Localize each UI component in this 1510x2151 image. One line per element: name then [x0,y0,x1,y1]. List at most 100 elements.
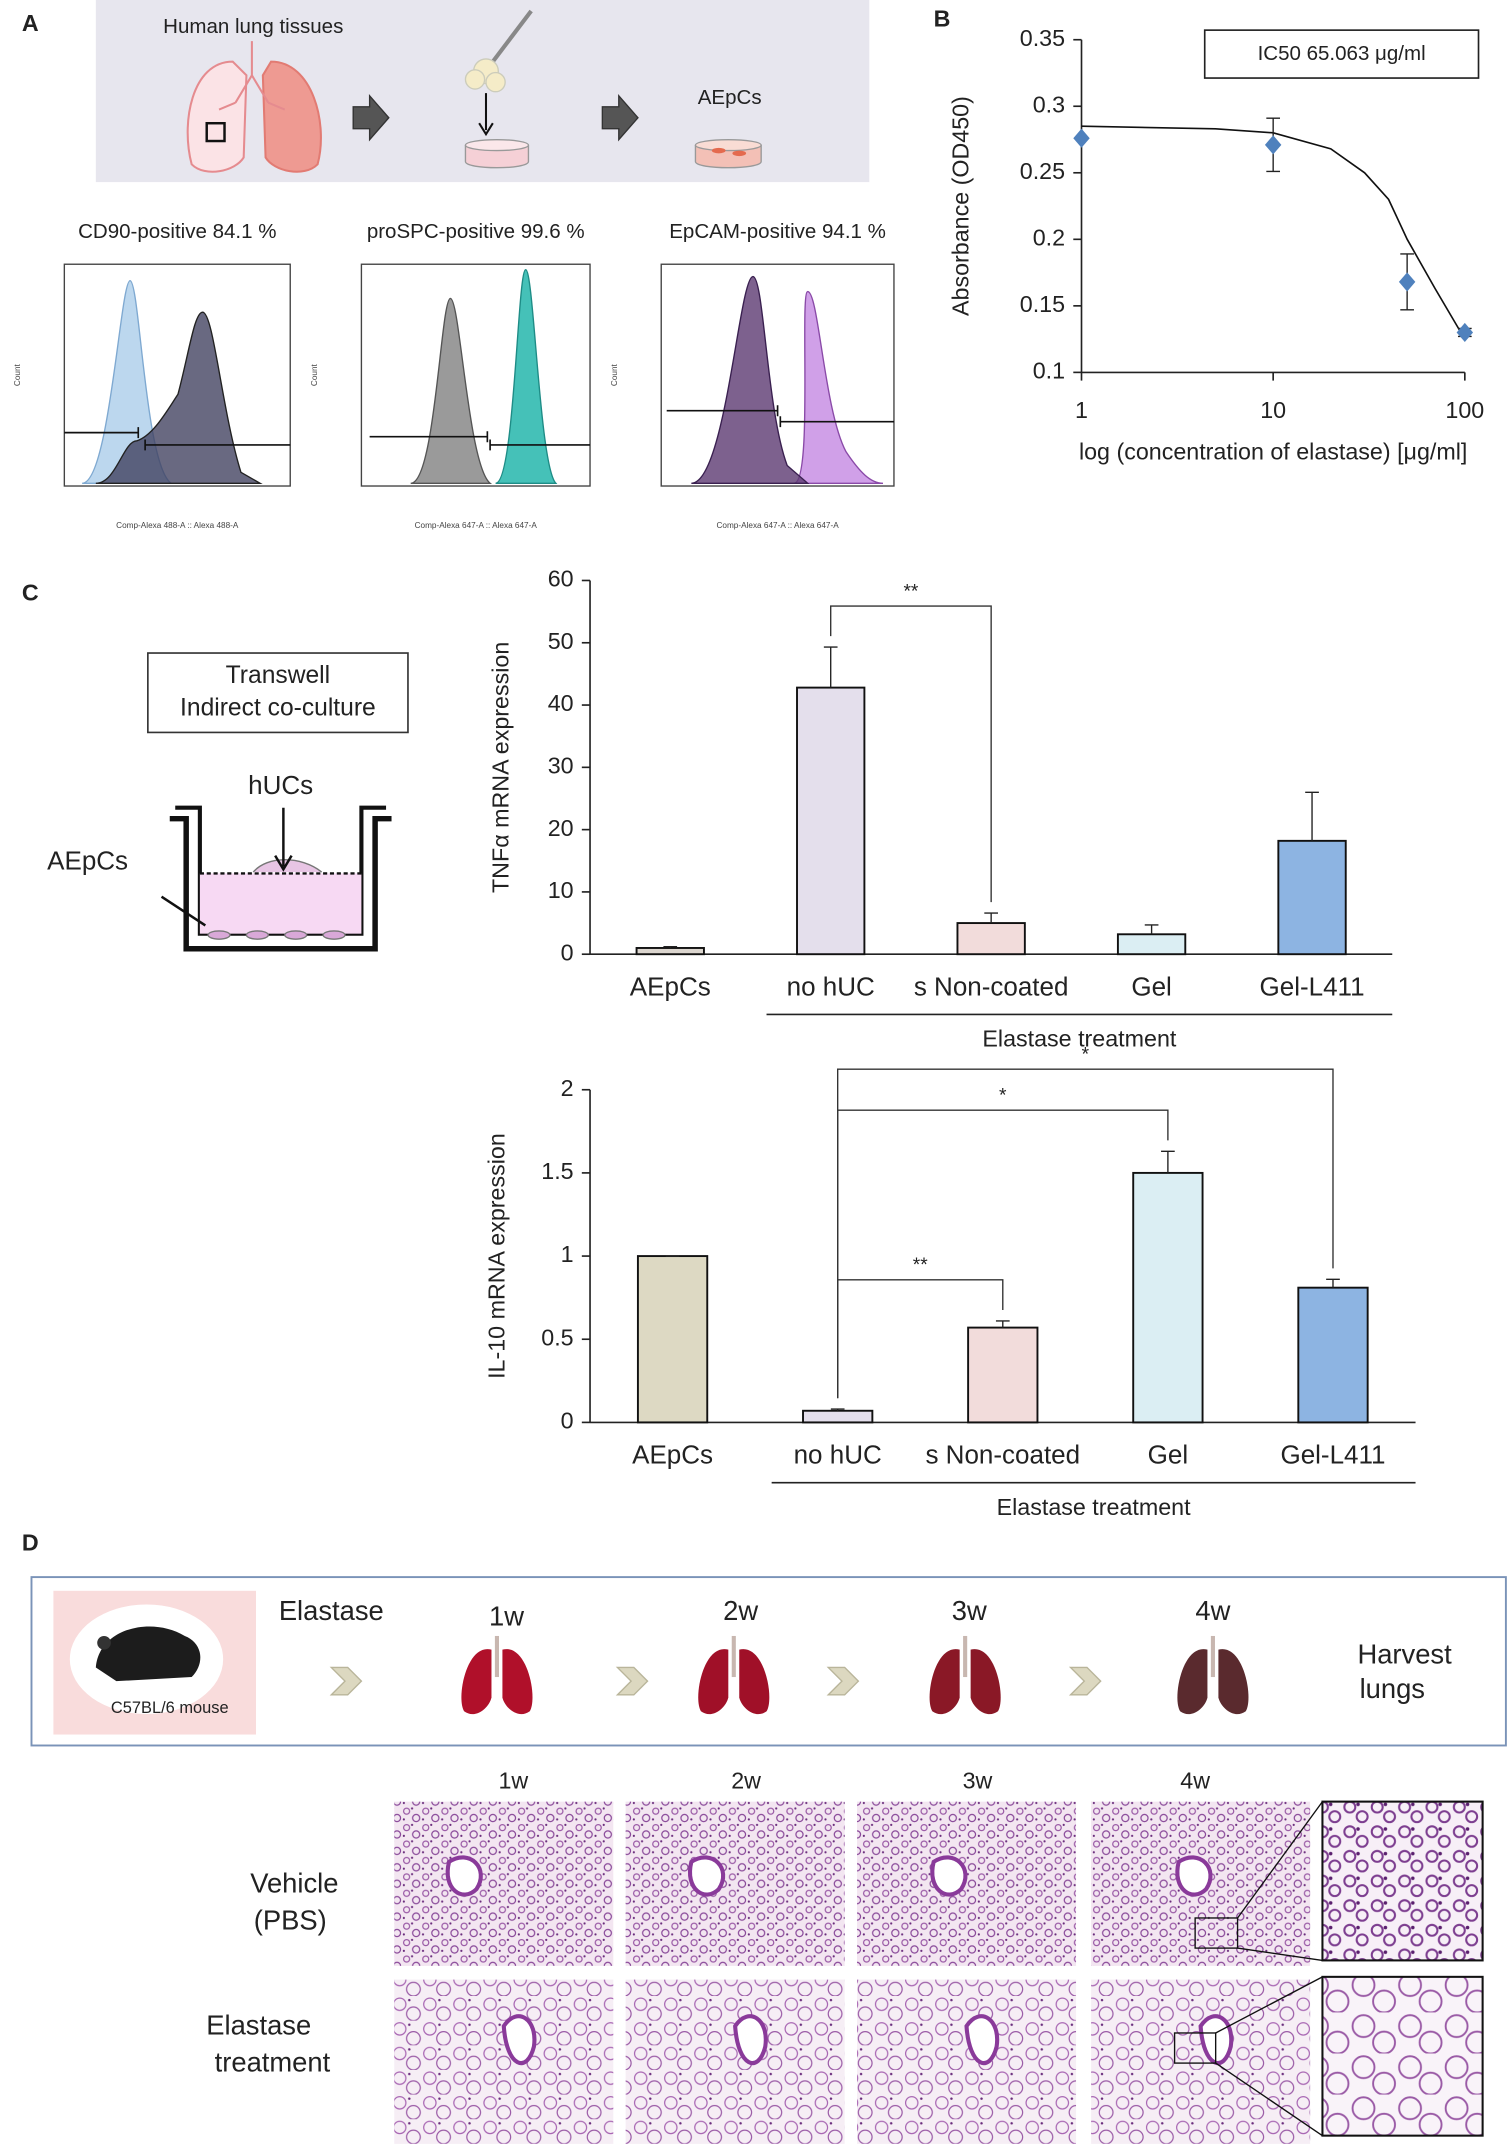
isolation-schematic-part [261,60,322,173]
isolation-schematic-part [205,121,226,143]
row-label: Elastase [206,2010,311,2041]
flow-histogram-part [95,311,263,484]
histology-image [394,1979,614,2144]
histology-image [1091,1979,1311,2144]
group-label: Elastase treatment [997,1494,1192,1520]
y-tick-label: 1 [561,1241,574,1267]
y-tick-label: 0.2 [1033,224,1065,250]
y-tick-label: 0.5 [541,1324,573,1350]
flow-histogram-part [666,405,894,428]
y-tick-label: 0 [561,939,574,965]
error-bar [823,646,838,688]
transwell-schematic-part [199,873,362,934]
lung-icon [970,1649,1001,1715]
row-label: Vehicle [250,1867,338,1898]
isolation-schematic-part [352,94,390,142]
isolation-schematic-part [464,138,530,152]
histology-image [856,1801,1077,1966]
y-tick-label: 30 [548,752,574,778]
chevron [329,1666,363,1696]
bar [635,947,705,956]
y-tick-label: 0.35 [1020,25,1065,51]
y-axis-label: IL-10 mRNA expression [483,1133,509,1379]
y-axis-label: TNFα mRNA expression [488,642,514,893]
airway [964,2014,1000,2066]
bar [636,1255,709,1424]
flow-x-label: Comp-Alexa 647-A :: Alexa 647-A [716,521,839,530]
flow-title: proSPC-positive 99.6 % [367,220,585,243]
well-label: AEpCs [47,845,128,875]
y-tick-label: 0.1 [1033,358,1065,384]
isolation-schematic-part [464,69,486,90]
y-tick-label: 2 [561,1075,574,1101]
isolation-schematic [95,0,870,183]
y-tick-label: 0 [561,1408,574,1434]
y-tick-label: 50 [548,628,574,654]
x-tick-label: 1 [1075,397,1088,423]
transwell-schematic-part [147,652,409,734]
week-label: 4w [1195,1595,1230,1626]
row-label: treatment [215,2047,331,2078]
x-tick-label: 100 [1445,397,1484,423]
flow-histogram-part [793,290,884,484]
flow-histogram-part [691,275,810,484]
timeline-end: lungs [1360,1673,1425,1704]
data-point [1264,135,1282,155]
significance-bracket [837,1068,1334,1399]
x-tick-label: AEpCs [630,971,711,1001]
lung-icon [502,1649,533,1715]
x-tick-label: Gel [1131,971,1171,1001]
transwell-schematic-part [207,930,231,940]
fit-line [1081,125,1466,340]
timeline-part [30,1576,1507,1747]
box-line: Transwell [226,662,330,689]
panel-label: D [22,1529,39,1555]
bar [967,1326,1039,1424]
x-tick-label: Gel-L411 [1280,1440,1385,1470]
bar [1277,839,1347,956]
column-label: 4w [1180,1768,1210,1794]
mouse-label: C57BL/6 mouse [111,1699,229,1717]
flow-histogram-part [369,431,591,451]
inset-connector [1215,1801,1324,2137]
flow-title: CD90-positive 84.1 % [78,220,276,243]
transwell-schematic [147,652,409,952]
data-point [1073,128,1090,148]
y-tick-label: 40 [548,690,574,716]
flow-histogram [63,263,291,487]
significance-label: * [999,1086,1007,1107]
transwell-schematic-part [274,807,293,872]
week-label: 1w [489,1600,524,1631]
bar [956,922,1026,956]
column-label: 1w [498,1768,528,1794]
airway [445,1855,483,1897]
annotation: IC50 65.063 μg/ml [1258,42,1426,65]
transwell-schematic-part [245,930,270,940]
flow-histogram [360,263,591,487]
x-tick-label: 10 [1260,397,1286,423]
airway [733,2014,768,2066]
transwell-schematic-part [252,859,323,873]
flow-histogram-part [64,427,291,451]
x-tick-label: Gel [1148,1440,1188,1470]
airway [1175,1855,1213,1897]
panel-label: B [934,6,951,32]
column-label: 3w [963,1768,993,1794]
column-label: 2w [731,1768,761,1794]
transwell-schematic-part [160,895,207,927]
lung-icon [739,1649,770,1715]
panel-label: C [22,579,39,605]
isolation-schematic-part [694,145,762,169]
y-tick-label: 0.15 [1020,291,1065,317]
transwell-schematic-part [284,930,308,940]
inset-frame [1173,2032,1217,2064]
bar [802,1409,874,1424]
chevron [615,1666,649,1696]
row-label: (PBS) [254,1904,327,1935]
x-tick-label: no hUC [787,971,875,1001]
week-label: 2w [723,1595,758,1626]
x-tick-label: s Non-coated [925,1440,1080,1470]
airway [687,1855,726,1897]
transwell-schematic-part [169,815,392,952]
timeline-part [97,1635,111,1650]
